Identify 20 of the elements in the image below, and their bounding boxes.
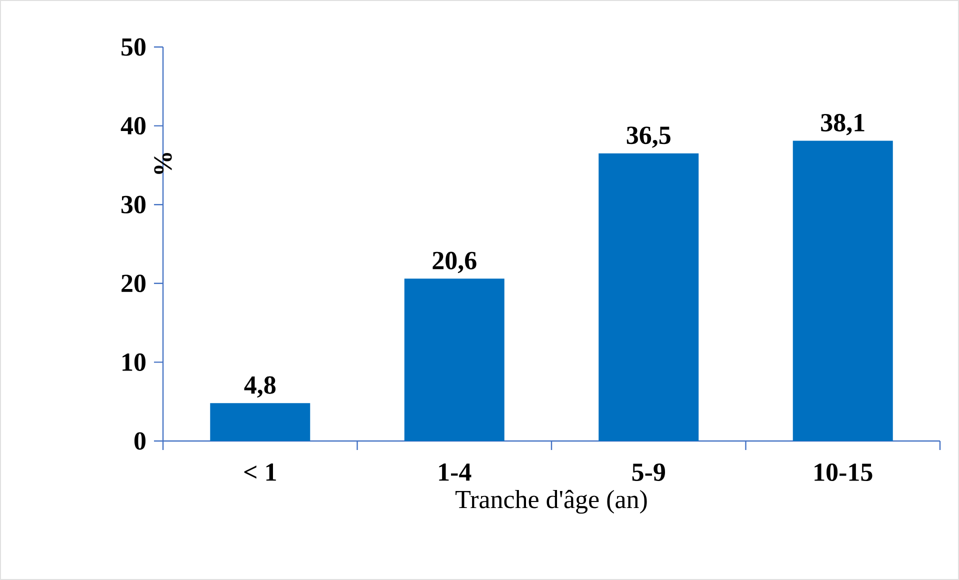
bar: [598, 153, 699, 441]
x-tick-label: 5-9: [632, 464, 666, 481]
x-tick-label: 1-4: [439, 464, 472, 481]
x-axis-title: Tranche d'âge (an): [456, 490, 647, 514]
x-tick-label: < 1: [244, 464, 276, 481]
y-tick-label: 50: [122, 38, 146, 56]
y-tick-label: 40: [120, 117, 146, 135]
data-label: 38,1: [821, 114, 864, 136]
bar: [792, 140, 893, 441]
data-label: 20,6: [432, 252, 476, 274]
data-label: 4,8: [244, 376, 276, 398]
y-axis-title: %: [154, 152, 172, 174]
y-tick-label: 10: [122, 353, 146, 371]
data-label: 36,5: [626, 126, 670, 148]
y-tick-label: 0: [134, 432, 146, 450]
bar: [404, 278, 504, 441]
y-tick-label: 20: [122, 274, 146, 292]
x-tick-label: 10-15: [814, 464, 872, 482]
y-tick-label: 30: [121, 196, 146, 214]
bar: [210, 403, 310, 441]
